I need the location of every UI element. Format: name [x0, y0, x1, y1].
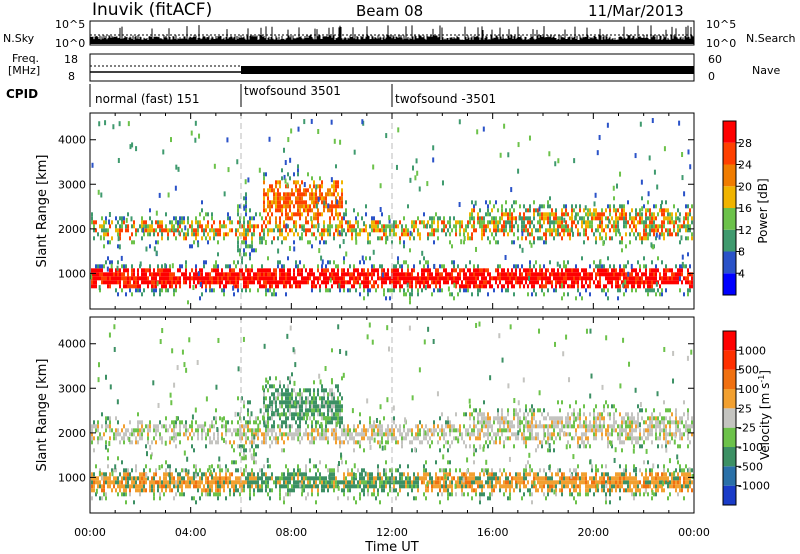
power-ylabel: Slant Range [km]	[35, 155, 50, 268]
noise-search-label: N.Search	[746, 32, 796, 45]
colorbar-segment	[723, 164, 736, 187]
colorbar-segment	[723, 369, 736, 389]
colorbar-tick-label: 24	[738, 159, 752, 172]
colorbar-segment	[723, 229, 736, 252]
freq-label-bottom: [MHz]	[8, 64, 41, 77]
freq-left-tick-top: 18	[64, 53, 78, 66]
noise-panel	[89, 20, 695, 46]
colorbar-segment	[723, 350, 736, 370]
x-tick-label: 00:00	[74, 526, 106, 539]
cpid-panel	[89, 84, 393, 107]
colorbar-tick-label: -1000	[738, 480, 770, 493]
colorbar-tick-label: 4	[738, 267, 745, 280]
colorbar-tick-label: 12	[738, 224, 752, 237]
velocity-colorbar-title: Velocity [m s-1]	[757, 370, 772, 460]
x-tick-label: 16:00	[477, 526, 509, 539]
y-tick-label: 4000	[58, 134, 86, 147]
station-title: Inuvik (fitACF)	[92, 0, 213, 20]
colorbar-segment	[723, 121, 736, 143]
velocity-colorbar: -1000 -500 -100 -25 25 100 500 1000	[722, 330, 770, 506]
colorbar-segment	[723, 208, 736, 230]
x-axis: 00:00 04:00 08:00 12:00 16:00 20:00 00:00	[74, 526, 710, 539]
colorbar-tick-label: 16	[738, 202, 752, 215]
velocity-heatmap	[91, 317, 694, 513]
y-tick-label: 1000	[58, 471, 86, 484]
colorbar-segment	[723, 466, 736, 486]
power-heatmap	[90, 113, 693, 309]
noise-sky-label: N.Sky	[3, 32, 35, 45]
colorbar-tick-label: 28	[738, 137, 752, 150]
colorbar-segment	[723, 273, 736, 295]
colorbar-segment	[723, 186, 736, 208]
cpid-segment-1: normal (fast) 151	[95, 92, 200, 106]
colorbar-segment	[723, 485, 736, 505]
x-axis-label: Time UT	[364, 540, 418, 554]
x-tick-label: 20:00	[577, 526, 609, 539]
cpid-segment-2: twofsound 3501	[244, 84, 341, 98]
frequency-panel	[89, 53, 695, 82]
power-colorbar: 4 8 12 16 20 24 28	[722, 120, 752, 296]
y-tick-label: 1000	[58, 267, 86, 280]
y-tick-label: 2000	[58, 427, 86, 440]
colorbar-tick-label: 8	[738, 246, 745, 259]
x-tick-label: 04:00	[175, 526, 207, 539]
cpid-segment-3: twofsound -3501	[395, 92, 497, 106]
colorbar-segment	[723, 142, 736, 165]
x-tick-label: 00:00	[678, 526, 710, 539]
velocity-panel: 1000 2000 3000 4000	[58, 316, 695, 514]
noise-left-tick-top: 10^5	[55, 18, 86, 31]
colorbar-tick-label: 1000	[738, 344, 766, 357]
y-tick-label: 2000	[58, 223, 86, 236]
nave-label: Nave	[752, 64, 781, 77]
freq-label-top: Freq.	[12, 52, 40, 65]
y-tick-label: 3000	[58, 178, 86, 191]
power-panel: 1000 2000 3000 4000	[58, 112, 695, 310]
colorbar-segment	[723, 447, 736, 467]
beam-title: Beam 08	[356, 2, 424, 20]
colorbar-segment	[723, 389, 736, 409]
noise-right-tick-bottom: 10^0	[706, 37, 737, 50]
colorbar-segment	[723, 251, 736, 274]
freq-right-tick-top: 60	[708, 53, 722, 66]
colorbar-tick-label: 100	[738, 383, 759, 396]
freq-right-tick-bottom: 0	[708, 70, 715, 83]
power-colorbar-title: Power [dB]	[756, 178, 770, 243]
date-title: 11/Mar/2013	[588, 2, 684, 20]
y-tick-label: 4000	[58, 338, 86, 351]
cpid-label: CPID	[6, 87, 39, 101]
colorbar-tick-label: -500	[738, 460, 763, 473]
colorbar-tick-label: 20	[738, 180, 752, 193]
y-tick-label: 3000	[58, 382, 86, 395]
colorbar-tick-label: -100	[738, 441, 763, 454]
velocity-ylabel: Slant Range [km]	[35, 359, 50, 472]
colorbar-tick-label: -25	[738, 422, 756, 435]
colorbar-tick-label: 25	[738, 402, 752, 415]
freq-left-tick-bottom: 8	[68, 70, 75, 83]
colorbar-tick-label: 500	[738, 364, 759, 377]
x-tick-label: 12:00	[376, 526, 408, 539]
colorbar-segment	[723, 331, 736, 351]
noise-left-tick-bottom: 10^0	[55, 37, 86, 50]
colorbar-segment	[723, 427, 736, 447]
colorbar-segment	[723, 408, 736, 428]
noise-right-tick-top: 10^5	[706, 18, 737, 31]
x-tick-label: 08:00	[275, 526, 307, 539]
